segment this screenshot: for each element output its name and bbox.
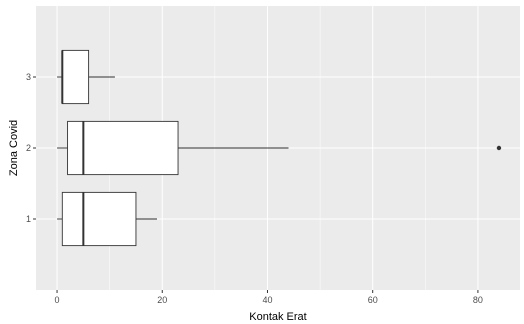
x-axis-ticks: 0 20 40 60 80 [55, 290, 483, 305]
x-tick-label: 80 [473, 295, 483, 305]
boxes-layer [57, 49, 502, 247]
x-tick-label: 0 [55, 295, 60, 305]
x-axis-title: Kontak Erat [249, 311, 306, 323]
y-tick-label: 1 [26, 214, 31, 224]
box-iqr [61, 49, 90, 105]
y-axis-title: Zona Covid [8, 120, 20, 176]
y-axis-ticks: 1 2 3 [26, 72, 36, 224]
y-tick-label: 3 [26, 72, 31, 82]
outlier-point [496, 145, 502, 151]
box-iqr [67, 120, 179, 176]
x-tick-label: 60 [368, 295, 378, 305]
x-tick-label: 40 [262, 295, 272, 305]
box-iqr [61, 191, 137, 247]
y-tick-label: 2 [26, 143, 31, 153]
x-tick-label: 20 [157, 295, 167, 305]
